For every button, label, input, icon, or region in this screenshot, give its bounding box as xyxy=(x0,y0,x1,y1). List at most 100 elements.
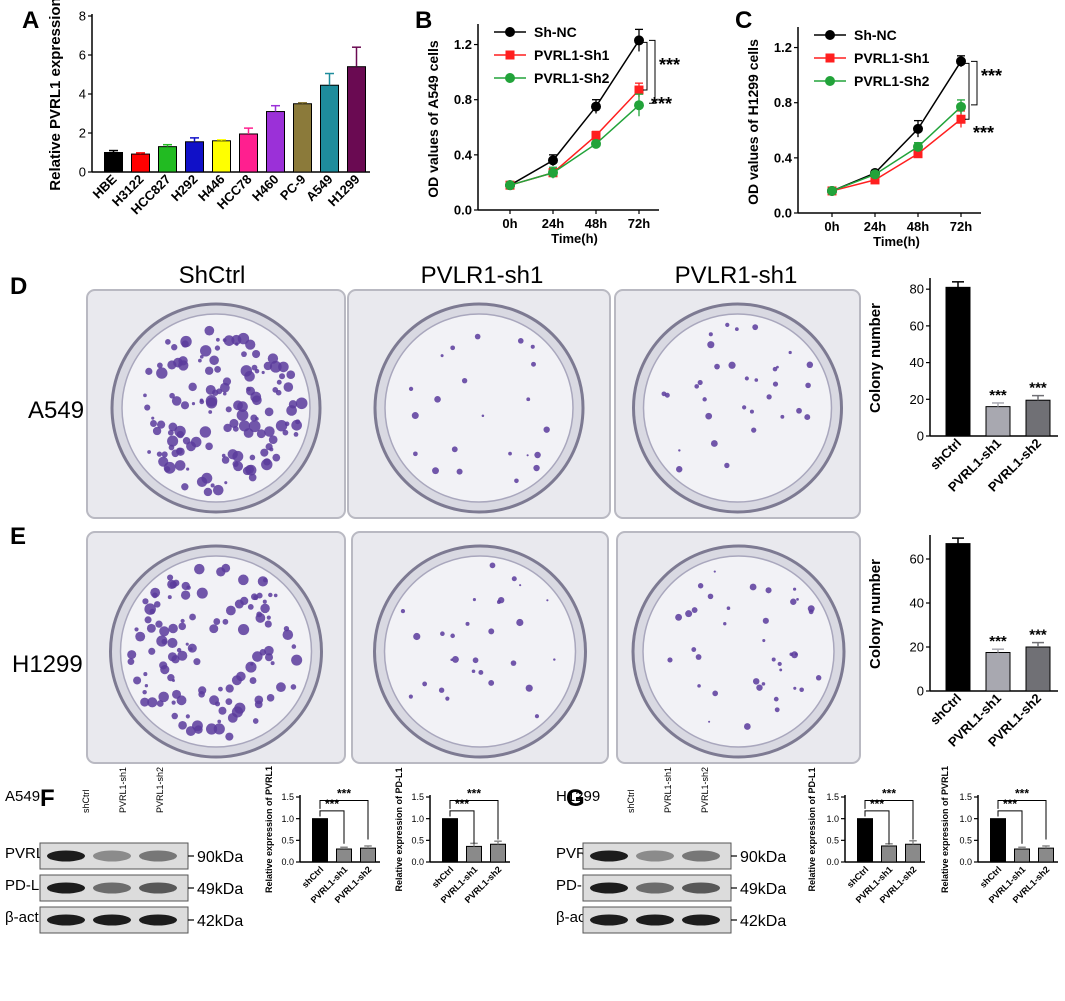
x-tick-label: PC-9 xyxy=(277,172,309,204)
significance-mark: *** xyxy=(981,66,1002,86)
colony-dot xyxy=(440,354,444,358)
y-tick-label: 0.5 xyxy=(826,835,839,845)
colony-dot xyxy=(806,361,814,369)
colony-dot xyxy=(142,689,147,695)
colony-dot xyxy=(185,642,189,646)
y-tick-label: 0.0 xyxy=(454,203,472,218)
colony-dot xyxy=(156,420,166,429)
bar-pvrl1-sh2 xyxy=(360,847,376,863)
series-line-2 xyxy=(509,104,640,186)
colony-dot xyxy=(488,679,495,686)
colony-dot xyxy=(260,603,270,614)
colony-dot xyxy=(222,338,227,343)
y-tick-label: 0.0 xyxy=(774,206,792,221)
colony-dot xyxy=(807,605,815,613)
colony-dish xyxy=(347,289,611,519)
colony-dot xyxy=(273,593,278,598)
data-point xyxy=(548,155,558,166)
colony-dot xyxy=(250,662,254,666)
significance-bracket xyxy=(971,60,978,106)
colony-dot xyxy=(290,684,297,690)
data-point xyxy=(956,56,966,67)
colony-dot xyxy=(724,462,730,469)
colony-dot xyxy=(766,394,772,400)
colony-dot xyxy=(225,732,234,741)
colony-dot xyxy=(734,327,739,332)
colony-dot xyxy=(697,380,703,386)
y-tick-label: 2 xyxy=(79,126,86,141)
data-point xyxy=(634,85,644,95)
blot-band xyxy=(93,850,131,862)
colony-dot xyxy=(543,426,550,433)
colony-col-title-2: PVLR1-sh1 xyxy=(421,262,544,289)
legend-marker xyxy=(825,30,835,40)
colony-dot xyxy=(167,579,177,589)
y-tick-label: 40 xyxy=(910,355,924,370)
y-tick-label: 0.8 xyxy=(774,95,792,110)
legend-label: PVRL1-Sh1 xyxy=(854,50,930,66)
blot-marker-kda: 49kDa xyxy=(197,881,243,898)
chart-g1: 0.0 0.5 1.0 1.5 Relative expression of PD-L1… xyxy=(807,767,925,905)
data-point xyxy=(548,167,558,178)
colony-dot xyxy=(160,665,170,675)
blot-band xyxy=(590,850,628,862)
colony-dot xyxy=(232,460,239,468)
y-axis-label: Colony number xyxy=(867,303,884,413)
colony-dot xyxy=(702,397,707,402)
colony-dot xyxy=(774,707,780,713)
blot-band xyxy=(636,914,674,926)
colony-dot xyxy=(288,400,298,409)
colony-dot xyxy=(186,585,191,590)
colony-dot xyxy=(232,450,244,462)
significance-mark: *** xyxy=(659,55,680,75)
colony-dot xyxy=(793,587,797,591)
colony-dot xyxy=(451,446,458,453)
colony-dot xyxy=(422,681,428,687)
bar-pvrl1-sh2 xyxy=(490,843,506,863)
legend-label: PVRL1-Sh2 xyxy=(534,70,610,86)
x-tick-label: 0h xyxy=(824,219,839,234)
colony-dot xyxy=(272,453,281,462)
y-tick-label: 0 xyxy=(79,165,86,180)
colony-dot xyxy=(744,376,749,381)
colony-dot xyxy=(445,696,450,701)
colony-dot xyxy=(156,451,163,457)
colony-dot xyxy=(266,694,275,702)
colony-dot xyxy=(450,658,453,662)
colony-dot xyxy=(804,414,811,421)
y-tick-label: 8 xyxy=(79,9,86,24)
colony-dot xyxy=(283,626,290,632)
dish-well xyxy=(383,555,577,748)
colony-dot xyxy=(772,381,779,387)
significance-bracket xyxy=(864,799,914,840)
significance-mark: *** xyxy=(455,797,469,811)
y-tick-label: 0.0 xyxy=(281,857,294,867)
chart-g2: 0.0 0.5 1.0 1.5 Relative expression of PVRL1… xyxy=(940,766,1058,905)
colony-dot xyxy=(248,420,261,433)
colony-dot xyxy=(773,696,779,702)
colony-dot xyxy=(185,714,190,719)
colony-dot xyxy=(245,661,257,673)
colony-dot xyxy=(196,476,208,488)
bar-shctrl xyxy=(990,818,1006,863)
legend-marker xyxy=(825,76,835,86)
colony-dot xyxy=(264,645,274,656)
colony-dot xyxy=(450,633,455,639)
colony-dot xyxy=(517,338,524,344)
blot-band xyxy=(636,850,674,862)
colony-dot xyxy=(400,608,406,614)
colony-dot xyxy=(176,430,185,439)
data-point xyxy=(591,101,601,112)
colony-dot xyxy=(796,597,799,601)
x-tick-label: H292 xyxy=(168,172,201,205)
colony-dot xyxy=(171,344,178,351)
colony-dot xyxy=(178,360,189,371)
bar-pvrl1-sh1 xyxy=(985,652,1011,692)
x-tick-label: 48h xyxy=(585,216,607,231)
colony-dot xyxy=(707,593,714,600)
colony-dot xyxy=(190,436,202,448)
y-tick-label: 0.0 xyxy=(959,857,972,867)
colony-dot xyxy=(282,629,294,641)
